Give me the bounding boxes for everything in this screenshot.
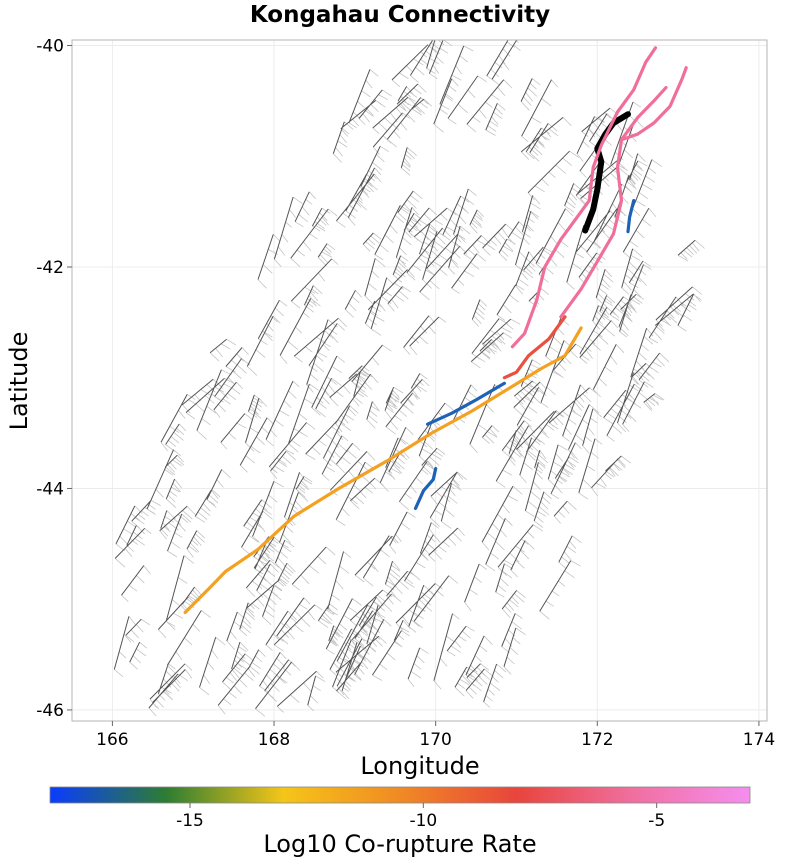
- chart-title: Kongahau Connectivity: [249, 2, 551, 28]
- y-tick-label: -42: [36, 258, 64, 278]
- fault-surface-outlines: [114, 40, 705, 717]
- highlighted-fault: [510, 46, 658, 349]
- fault-traces: [113, 40, 696, 710]
- y-tick-label: -44: [36, 479, 64, 499]
- y-axis-label: Latitude: [5, 332, 33, 431]
- x-tick-label: 174: [743, 730, 775, 750]
- colorbar: [49, 786, 751, 804]
- highlighted-fault: [502, 315, 567, 380]
- highlighted-fault: [626, 199, 636, 234]
- x-axis-label: Longitude: [360, 752, 479, 780]
- colorbar-label: Log10 Co-rupture Rate: [263, 830, 536, 858]
- highlighted-fault: [413, 466, 438, 510]
- highlighted-fault: [559, 86, 668, 319]
- colorbar-tick-label: -5: [648, 811, 665, 831]
- x-tick-label: 166: [96, 730, 128, 750]
- x-tick-label: 168: [258, 730, 290, 750]
- highlighted-fault: [619, 66, 688, 142]
- y-tick-label: -40: [36, 37, 64, 57]
- highlighted-fault: [426, 381, 506, 426]
- plot-frame: [71, 39, 768, 722]
- highlighted-fault: [183, 326, 583, 615]
- x-tick-label: 172: [581, 730, 613, 750]
- y-tick-label: -46: [36, 701, 64, 721]
- colorbar-tick-label: -10: [409, 811, 437, 831]
- x-tick-label: 170: [419, 730, 451, 750]
- colorbar-tick-label: -15: [176, 811, 204, 831]
